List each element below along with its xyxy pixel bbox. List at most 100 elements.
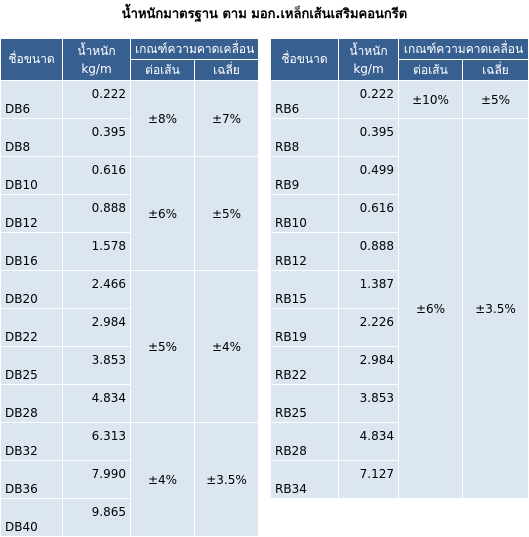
weight-cell: 2.984 <box>338 346 399 385</box>
weight-cell: 0.222 <box>62 80 131 119</box>
weight-cell: 2.984 <box>62 308 131 347</box>
table: ชื่อขนาด น้ำหนัก kg/m เกณฑ์ความคาดเคลื่อน ต่… <box>0 38 260 537</box>
header-cell: เกณฑ์ความคาดเคลื่อน <box>397 38 529 60</box>
table-row: RB25 3.853 <box>270 384 529 423</box>
weight-cell: 1.387 <box>338 270 399 309</box>
header-row: ชื่อขนาด น้ำหนัก kg/m เกณฑ์ความคาดเคลื่อน <box>270 38 529 81</box>
table-row: DB28 4.834 <box>0 384 259 423</box>
tolerance-cell: ±4% <box>193 270 260 423</box>
table-row: DB6 0.222 ±8% ±7% <box>0 80 260 157</box>
table-row: RB12 0.888 <box>270 232 529 271</box>
page-title: น้ำหนักมาตรฐาน ตาม มอก.เหล็กเส้นเสริมคอน… <box>121 7 408 22</box>
size-cell: RB9 <box>270 156 339 195</box>
header-row: ต่อเส้น เฉลี่ย <box>271 59 529 81</box>
size-cell: DB12 <box>0 194 63 233</box>
size-cell: RB15 <box>270 270 339 309</box>
table-row: DB16 1.578 <box>0 232 259 271</box>
table-row: RB15 1.387 <box>270 270 529 309</box>
tolerance-cell: ±6% <box>130 156 195 271</box>
table-row: DB22 2.984 <box>0 308 259 347</box>
tolerance-cell: ±3.5% <box>461 118 529 499</box>
weight-cell: 3.853 <box>338 384 399 423</box>
size-cell: DB28 <box>0 384 63 423</box>
size-cell: RB25 <box>270 384 339 423</box>
tolerance-cell: ±6% <box>398 118 463 499</box>
size-cell: RB28 <box>270 422 339 461</box>
size-cell: RB34 <box>270 460 339 499</box>
header-text: kg/m <box>81 61 112 76</box>
table-row: RB9 0.499 <box>270 156 529 195</box>
size-cell: RB19 <box>270 308 339 347</box>
tolerance-cell: ±8% <box>130 80 195 157</box>
size-cell: DB8 <box>0 118 63 157</box>
tolerance-cell: ±10% <box>398 80 463 119</box>
header-text: น้ำหนัก <box>349 43 388 58</box>
header-text: kg/m <box>353 61 384 76</box>
header-cell: น้ำหนัก kg/m <box>62 38 131 81</box>
table-row: DB32 6.313 ±4% ±3.5% <box>0 422 260 537</box>
header-cell: เฉลี่ย <box>193 59 260 81</box>
weight-cell: 2.226 <box>338 308 399 347</box>
size-cell: DB36 <box>0 460 63 499</box>
weight-cell: 0.499 <box>338 156 399 195</box>
size-cell: DB10 <box>0 156 63 195</box>
size-cell: RB12 <box>270 232 339 271</box>
size-cell: DB40 <box>0 498 63 537</box>
weight-cell: 7.127 <box>338 460 399 499</box>
tolerance-cell: ±7% <box>193 80 260 157</box>
table-row: RB19 2.226 <box>270 308 529 347</box>
size-cell: RB22 <box>270 346 339 385</box>
weight-cell: 1.578 <box>62 232 131 271</box>
size-cell: DB20 <box>0 270 63 309</box>
size-cell: RB8 <box>270 118 339 157</box>
table-row: DB20 2.466 ±5% ±4% <box>0 270 260 423</box>
tolerance-cell: ±5% <box>461 80 529 119</box>
weight-cell: 0.222 <box>338 80 399 119</box>
size-cell: DB6 <box>0 80 63 119</box>
weight-cell: 2.466 <box>62 270 131 309</box>
header-cell: น้ำหนัก kg/m <box>338 38 399 81</box>
weight-cell: 9.865 <box>62 498 131 537</box>
header-text: น้ำหนัก <box>77 43 116 58</box>
weight-cell: 4.834 <box>338 422 399 461</box>
table-row: RB10 0.616 <box>270 194 529 233</box>
tolerance-cell: ±5% <box>130 270 195 423</box>
table-row: DB25 3.853 <box>0 346 259 385</box>
weight-cell: 7.990 <box>62 460 131 499</box>
table-row: RB8 0.395 ±6% ±3.5% <box>270 118 529 499</box>
table-row: DB10 0.616 ±6% ±5% <box>0 156 260 271</box>
weight-cell: 0.616 <box>338 194 399 233</box>
size-cell: DB16 <box>0 232 63 271</box>
tolerance-cell: ±3.5% <box>193 422 260 537</box>
page: น้ำหนักมาตรฐาน ตาม มอก.เหล็กเส้นเสริมคอน… <box>0 7 529 537</box>
table-row: DB12 0.888 <box>0 194 259 233</box>
size-cell: DB32 <box>0 422 63 461</box>
header-cell: ต่อเส้น <box>398 59 463 81</box>
tolerance-cell: ±4% <box>130 422 195 537</box>
weight-cell: 0.888 <box>62 194 131 233</box>
weight-cell: 0.616 <box>62 156 131 195</box>
weight-cell: 0.395 <box>62 118 131 157</box>
header-row: ชื่อขนาด น้ำหนัก kg/m เกณฑ์ความคาดเคลื่อน <box>0 38 260 81</box>
weight-cell: 0.395 <box>338 118 399 157</box>
table-row: RB22 2.984 <box>270 346 529 385</box>
header-row: ต่อเส้น เฉลี่ย <box>1 59 260 81</box>
weight-cell: 4.834 <box>62 384 131 423</box>
size-cell: RB6 <box>270 80 339 119</box>
size-cell: RB10 <box>270 194 339 233</box>
header-cell: เฉลี่ย <box>461 59 529 81</box>
weight-cell: 0.888 <box>338 232 399 271</box>
size-cell: DB22 <box>0 308 63 347</box>
header-cell: ต่อเส้น <box>130 59 195 81</box>
header-cell: เกณฑ์ความคาดเคลื่อน <box>129 38 260 60</box>
tolerance-cell: ±5% <box>193 156 260 271</box>
size-cell: DB25 <box>0 346 63 385</box>
weight-cell: 3.853 <box>62 346 131 385</box>
table-row: RB28 4.834 <box>270 422 529 461</box>
header-cell: ชื่อขนาด <box>270 38 339 81</box>
header-cell: ชื่อขนาด <box>0 38 63 81</box>
table-row: DB8 0.395 <box>0 118 259 157</box>
weight-cell: 6.313 <box>62 422 131 461</box>
table-row: RB6 0.222 ±10% ±5% <box>270 80 529 119</box>
table: ชื่อขนาด น้ำหนัก kg/m เกณฑ์ความคาดเคลื่อน ต่… <box>270 38 529 499</box>
